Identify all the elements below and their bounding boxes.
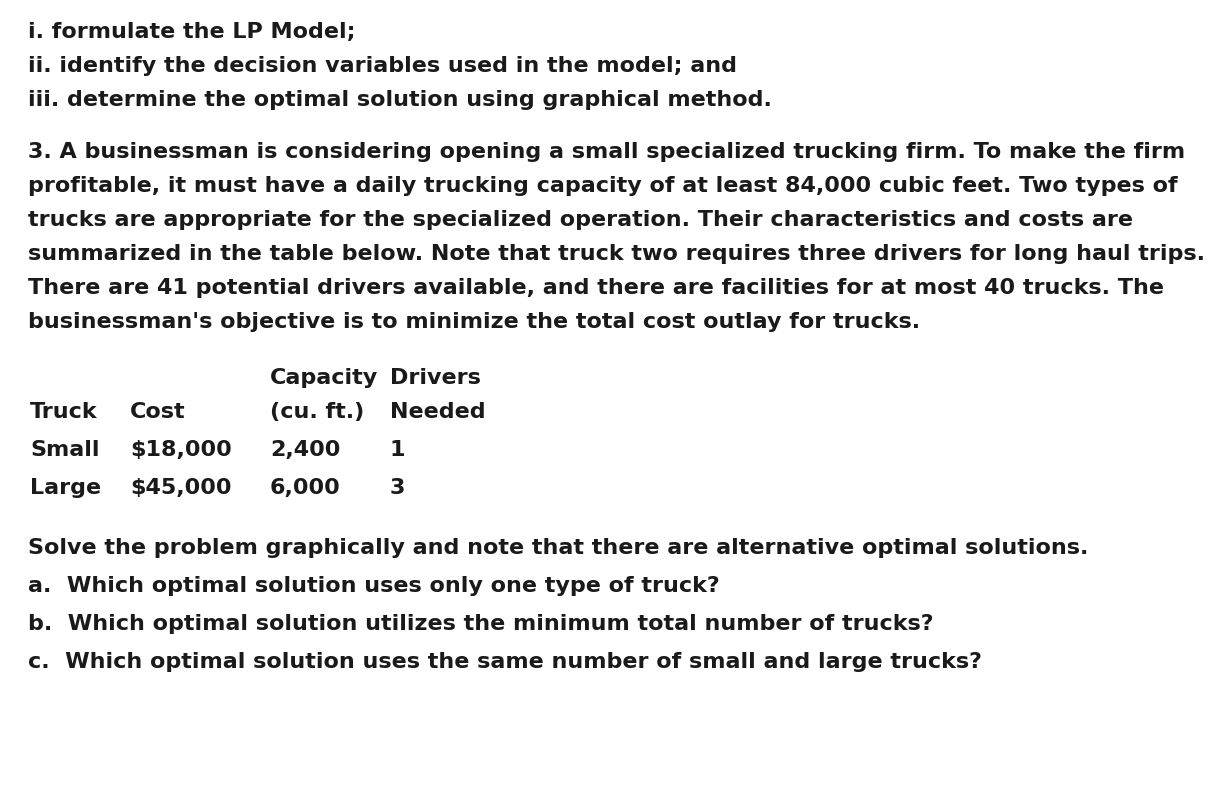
- Text: (cu. ft.): (cu. ft.): [270, 401, 365, 422]
- Text: 2,400: 2,400: [270, 440, 340, 460]
- Text: Solve the problem graphically and note that there are alternative optimal soluti: Solve the problem graphically and note t…: [28, 538, 1088, 557]
- Text: $45,000: $45,000: [130, 478, 231, 497]
- Text: There are 41 potential drivers available, and there are facilities for at most 4: There are 41 potential drivers available…: [28, 277, 1164, 298]
- Text: businessman's objective is to minimize the total cost outlay for trucks.: businessman's objective is to minimize t…: [28, 311, 921, 332]
- Text: profitable, it must have a daily trucking capacity of at least 84,000 cubic feet: profitable, it must have a daily truckin…: [28, 176, 1177, 195]
- Text: Small: Small: [30, 440, 100, 460]
- Text: b.  Which optimal solution utilizes the minimum total number of trucks?: b. Which optimal solution utilizes the m…: [28, 613, 934, 633]
- Text: Capacity: Capacity: [270, 367, 378, 388]
- Text: ii. identify the decision variables used in the model; and: ii. identify the decision variables used…: [28, 56, 737, 76]
- Text: Needed: Needed: [390, 401, 485, 422]
- Text: trucks are appropriate for the specialized operation. Their characteristics and : trucks are appropriate for the specializ…: [28, 210, 1133, 230]
- Text: Large: Large: [30, 478, 101, 497]
- Text: Drivers: Drivers: [390, 367, 480, 388]
- Text: 1: 1: [390, 440, 405, 460]
- Text: 3: 3: [390, 478, 405, 497]
- Text: i. formulate the LP Model;: i. formulate the LP Model;: [28, 22, 355, 42]
- Text: iii. determine the optimal solution using graphical method.: iii. determine the optimal solution usin…: [28, 90, 772, 109]
- Text: $18,000: $18,000: [130, 440, 232, 460]
- Text: 3. A businessman is considering opening a small specialized trucking firm. To ma: 3. A businessman is considering opening …: [28, 142, 1186, 162]
- Text: c.  Which optimal solution uses the same number of small and large trucks?: c. Which optimal solution uses the same …: [28, 651, 983, 672]
- Text: 6,000: 6,000: [270, 478, 340, 497]
- Text: Truck: Truck: [30, 401, 97, 422]
- Text: a.  Which optimal solution uses only one type of truck?: a. Which optimal solution uses only one …: [28, 575, 720, 595]
- Text: summarized in the table below. Note that truck two requires three drivers for lo: summarized in the table below. Note that…: [28, 243, 1205, 264]
- Text: Cost: Cost: [130, 401, 186, 422]
